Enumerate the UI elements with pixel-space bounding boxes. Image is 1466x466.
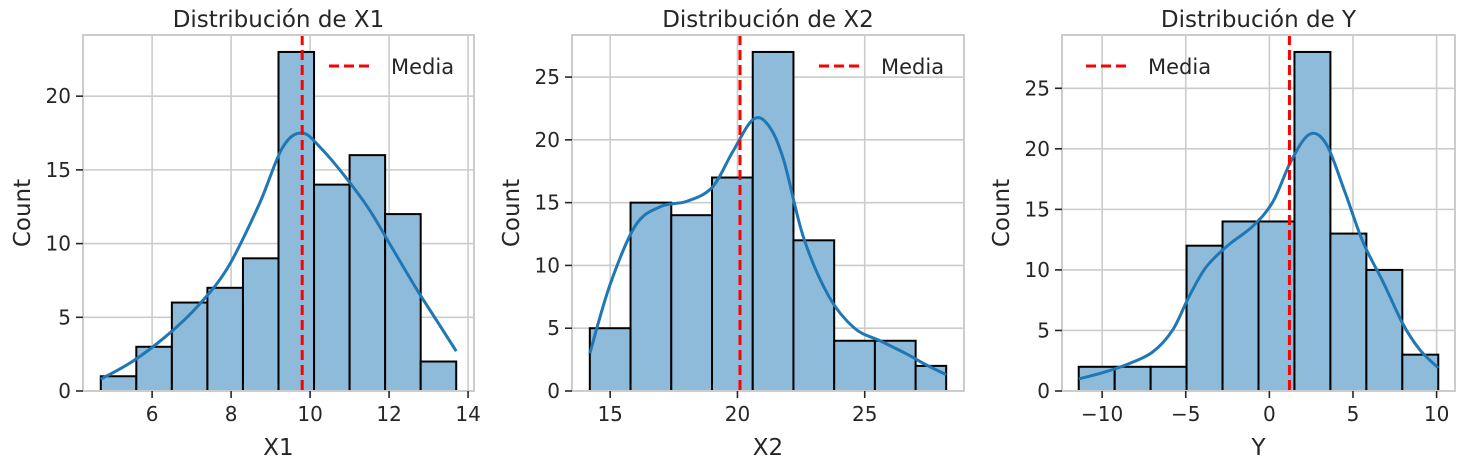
- x-tick-label-x1: 14: [455, 402, 480, 426]
- axes-frame-y: [1061, 34, 1456, 392]
- x-tick-label-x2: 20: [725, 402, 750, 426]
- kde-curve-x2: [588, 116, 947, 377]
- y-tick-label-x2: 25: [535, 65, 560, 89]
- y-tick-label-y: 25: [1025, 76, 1050, 100]
- histogram-bar-y: [1293, 50, 1332, 392]
- histogram-panel-x1: 6 8 10 12 14 0 5 10 15 20 Distribución de X1 X1 C…: [10, 7, 481, 461]
- histogram-bar-x1: [99, 375, 138, 392]
- histogram-bar-x1: [384, 213, 422, 392]
- histogram-bar-y: [1365, 268, 1404, 392]
- y-tick-label-x2: 0: [547, 379, 560, 403]
- histogram-bar-x2: [629, 201, 673, 392]
- y-axis-label-x1: Count: [10, 179, 36, 247]
- histogram-bar-x1: [170, 301, 209, 392]
- y-tick-label-x2: 5: [547, 316, 560, 340]
- x-tick-label-x1: 10: [297, 402, 322, 426]
- x-tick-label-y: −5: [1171, 402, 1200, 426]
- x-axis-label-x1: X1: [263, 435, 293, 461]
- x-tick-label-y: 5: [1347, 402, 1360, 426]
- histogram-bar-x2: [751, 50, 795, 392]
- y-axis-label-y: Count: [989, 179, 1015, 247]
- chart-title-y: Distribución de Y: [1161, 7, 1357, 33]
- histogram-bar-x2: [914, 364, 948, 393]
- y-tick-label-x2: 15: [535, 191, 560, 215]
- axes-frame-x1: [82, 34, 475, 392]
- chart-title-x2: Distribución de X2: [662, 7, 874, 33]
- legend-label-x1: Media: [391, 55, 454, 79]
- histogram-bar-x2: [588, 327, 632, 393]
- histogram-bar-y: [1113, 365, 1152, 393]
- histogram-bar-y: [1401, 353, 1440, 392]
- y-tick-label-y: 15: [1025, 197, 1050, 221]
- y-tick-label-x1: 0: [58, 379, 71, 403]
- histogram-bar-x1: [277, 50, 316, 392]
- x-tick-label-x2: 15: [597, 402, 622, 426]
- y-tick-label-y: 20: [1025, 137, 1050, 161]
- kde-curve-y: [1078, 131, 1440, 381]
- histogram-bar-x2: [833, 339, 876, 392]
- y-axis-label-x2: Count: [499, 179, 525, 247]
- histogram-bar-x1: [241, 257, 280, 392]
- y-tick-label-x1: 10: [46, 232, 71, 256]
- x-tick-label-y: 0: [1263, 402, 1276, 426]
- x-tick-label-x1: 12: [376, 402, 401, 426]
- histogram-bar-y: [1221, 220, 1260, 392]
- legend-label-y: Media: [1148, 55, 1211, 79]
- histogram-bar-x1: [313, 183, 351, 392]
- y-tick-label-y: 5: [1037, 318, 1050, 342]
- x-axis-label-x2: X2: [753, 435, 783, 461]
- y-tick-label-y: 0: [1037, 379, 1050, 403]
- y-tick-label-x1: 20: [46, 84, 71, 108]
- x-tick-label-x1: 6: [146, 402, 159, 426]
- histogram-bar-x2: [670, 214, 713, 392]
- y-tick-label-x2: 10: [535, 253, 560, 277]
- histogram-bar-x1: [206, 286, 244, 392]
- histogram-bar-y: [1329, 232, 1368, 392]
- x-tick-label-y: −10: [1081, 402, 1123, 426]
- histogram-bar-x2: [711, 176, 754, 392]
- x-axis-label-y: Y: [1250, 435, 1266, 461]
- y-tick-label-y: 10: [1025, 258, 1050, 282]
- histogram-bar-y: [1149, 365, 1188, 393]
- x-tick-label-x2: 25: [852, 402, 877, 426]
- x-tick-label-x1: 8: [225, 402, 238, 426]
- chart-title-x1: Distribución de X1: [173, 7, 385, 33]
- legend-label-x2: Media: [881, 55, 944, 79]
- x-tick-label-y: 10: [1424, 402, 1449, 426]
- y-tick-label-x2: 20: [535, 128, 560, 152]
- y-tick-label-x1: 15: [46, 158, 71, 182]
- histogram-panel-x2: 15 20 25 0 5 10 15 20 25 Distribución de X2 X2 C…: [499, 7, 965, 461]
- axes-frame-x2: [571, 34, 965, 392]
- histogram-bar-x1: [419, 360, 458, 393]
- y-tick-label-x1: 5: [58, 305, 71, 329]
